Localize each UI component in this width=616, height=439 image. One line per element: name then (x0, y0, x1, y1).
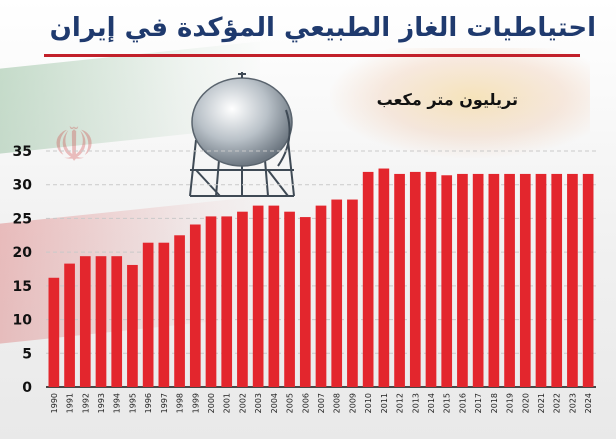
x-tick-label: 2012 (396, 393, 405, 413)
x-tick-label: 2016 (458, 393, 467, 413)
x-tick-label: 2024 (584, 393, 593, 413)
y-tick-label: 20 (13, 245, 33, 261)
bar (488, 173, 500, 387)
bar (457, 173, 468, 387)
x-tick-label: 2008 (333, 393, 342, 413)
x-tick-label: 1998 (176, 393, 185, 413)
bar (158, 242, 170, 387)
bar (284, 211, 295, 387)
bar (378, 168, 390, 387)
y-tick-label: 10 (13, 313, 33, 329)
x-tick-label: 2007 (317, 393, 326, 413)
x-tick-label: 1992 (81, 393, 90, 413)
x-tick-label: 1991 (66, 393, 75, 413)
bar (174, 235, 185, 387)
bar (394, 173, 405, 387)
x-tick-label: 2015 (443, 393, 452, 413)
y-tick-label: 30 (13, 178, 33, 194)
x-tick-label: 2013 (411, 393, 420, 413)
x-tick-label: 1990 (50, 393, 59, 413)
bar (425, 171, 437, 387)
fire-smoke-background (330, 48, 590, 158)
x-tick-label: 2002 (238, 393, 247, 413)
y-tick-label: 5 (22, 346, 32, 362)
y-tick-label: 15 (13, 279, 32, 295)
bar (268, 205, 280, 387)
bar (519, 173, 531, 387)
bar (472, 173, 484, 387)
x-tick-label: 1996 (144, 393, 153, 413)
bar (331, 199, 343, 387)
x-tick-label: 2020 (521, 393, 530, 413)
x-tick-label: 2001 (223, 393, 232, 413)
bar (205, 216, 217, 387)
x-tick-label: 2014 (427, 393, 436, 413)
x-tick-label: 2003 (254, 393, 263, 413)
x-tick-label: 2018 (490, 393, 499, 413)
bar (221, 216, 233, 387)
bar (551, 173, 563, 387)
bar (362, 171, 374, 387)
x-tick-label: 2000 (207, 393, 216, 413)
bar (409, 171, 421, 387)
bar (189, 224, 201, 387)
bar (441, 175, 453, 387)
x-tick-label: 2021 (537, 393, 546, 413)
iran-emblem-icon: ☫ (52, 117, 96, 173)
bar (582, 173, 594, 387)
bar (127, 264, 138, 387)
bar (504, 173, 515, 387)
y-tick-label: 25 (13, 211, 32, 227)
y-tick-label: 0 (22, 380, 32, 396)
x-tick-label: 2023 (568, 393, 577, 413)
x-tick-label: 2022 (553, 393, 562, 413)
bar (64, 263, 75, 387)
x-tick-label: 1999 (191, 393, 200, 413)
y-tick-label: 35 (13, 144, 32, 160)
x-tick-label: 2004 (270, 393, 279, 413)
bar (48, 277, 60, 387)
bar (299, 217, 311, 387)
bar (567, 173, 578, 387)
x-tick-label: 2009 (348, 393, 357, 413)
bar (315, 205, 327, 387)
bar (79, 256, 91, 387)
page-title: احتياطيات الغاز الطبيعي المؤكدة في إيران (49, 13, 596, 43)
bar (252, 205, 264, 387)
x-tick-label: 2006 (301, 393, 310, 413)
title-underline (44, 54, 580, 57)
x-tick-label: 2017 (474, 393, 483, 413)
bar (347, 199, 358, 387)
x-tick-label: 2011 (380, 393, 389, 413)
x-tick-label: 1994 (113, 393, 122, 413)
x-tick-label: 2019 (506, 393, 515, 413)
x-tick-label: 2005 (286, 393, 295, 413)
unit-label: تريليون متر مكعب (376, 90, 518, 109)
x-tick-label: 2010 (364, 393, 373, 413)
bar (142, 242, 154, 387)
bar (237, 211, 248, 387)
x-tick-label: 1993 (97, 393, 106, 413)
bar (111, 256, 123, 387)
bar (95, 256, 107, 387)
x-tick-label: 1995 (128, 393, 137, 413)
bar (535, 173, 547, 387)
x-tick-label: 1997 (160, 393, 169, 413)
gas-tank-icon (189, 72, 295, 197)
